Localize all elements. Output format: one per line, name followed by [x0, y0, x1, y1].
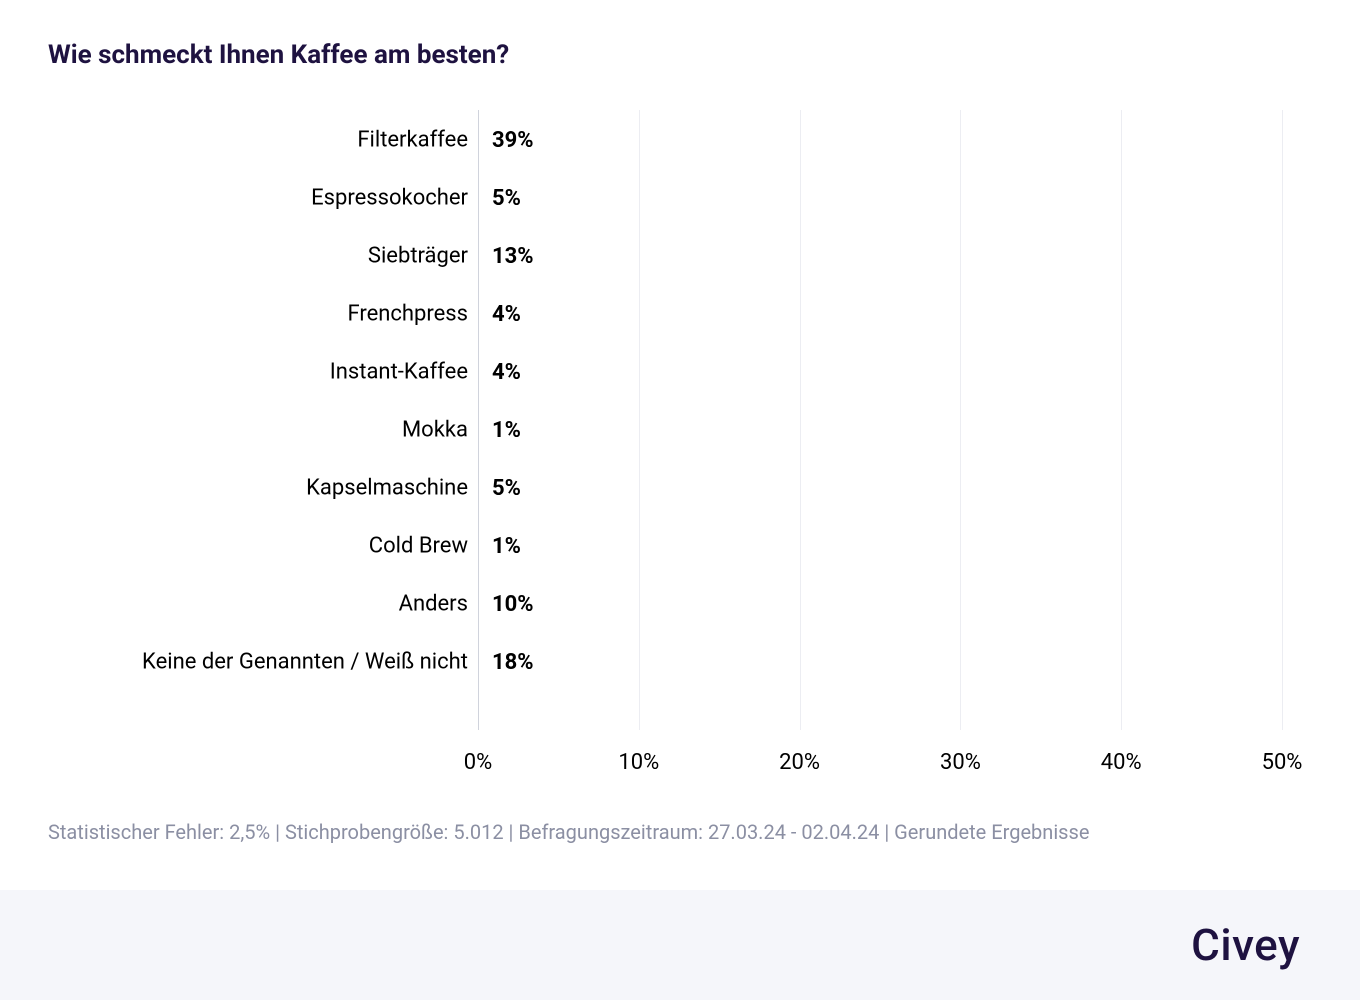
gridline — [960, 110, 961, 730]
x-axis-tick-label: 40% — [1101, 750, 1142, 775]
x-axis-tick-label: 30% — [940, 750, 981, 775]
bar-row: Anders10% — [478, 589, 534, 619]
brand-strip: Civey — [0, 890, 1360, 1000]
brand-logo-text: Civey — [1191, 919, 1300, 971]
bar-value-label: 1% — [492, 534, 521, 559]
y-axis-category-label: Keine der Genannten / Weiß nicht — [142, 650, 478, 675]
y-axis-category-label: Instant-Kaffee — [330, 360, 478, 385]
y-axis-category-label: Frenchpress — [347, 302, 478, 327]
bar-value-label: 5% — [492, 186, 521, 211]
gridline — [1121, 110, 1122, 730]
x-axis-tick-label: 20% — [779, 750, 820, 775]
y-axis-category-label: Mokka — [402, 418, 478, 443]
bar-row: Keine der Genannten / Weiß nicht18% — [478, 647, 534, 677]
chart-title: Wie schmeckt Ihnen Kaffee am besten? — [48, 40, 1312, 70]
gridline — [800, 110, 801, 730]
bar-value-label: 4% — [492, 302, 521, 327]
chart-card: Wie schmeckt Ihnen Kaffee am besten? Fil… — [0, 0, 1360, 1000]
x-axis-labels: 0%10%20%30%40%50% — [478, 740, 1282, 790]
bar-row: Mokka1% — [478, 415, 521, 445]
bar-row: Espressokocher5% — [478, 183, 521, 213]
y-axis-category-label: Siebträger — [368, 244, 478, 269]
bar-value-label: 10% — [492, 592, 534, 617]
chart-area: Filterkaffee39%Espressokocher5%Siebträge… — [48, 110, 1312, 790]
bar-row: Filterkaffee39% — [478, 125, 534, 155]
bar-row: Siebträger13% — [478, 241, 534, 271]
y-axis-category-label: Anders — [399, 592, 478, 617]
bar-row: Frenchpress4% — [478, 299, 521, 329]
bar-value-label: 18% — [492, 650, 534, 675]
x-axis-tick-label: 50% — [1262, 750, 1303, 775]
bar-row: Kapselmaschine5% — [478, 473, 521, 503]
chart-footer-note: Statistischer Fehler: 2,5% | Stichproben… — [48, 820, 1312, 844]
bar-value-label: 4% — [492, 360, 521, 385]
x-axis-tick-label: 10% — [618, 750, 659, 775]
x-axis-tick-label: 0% — [464, 750, 492, 775]
bar-value-label: 39% — [492, 128, 534, 153]
gridline — [639, 110, 640, 730]
bar-row: Instant-Kaffee4% — [478, 357, 521, 387]
chart-plot: Filterkaffee39% Espressokocher5% Siebträge… — [478, 110, 1282, 730]
y-axis-category-label: Kapselmaschine — [306, 476, 478, 501]
bar-row: Cold Brew1% — [478, 531, 521, 561]
bar-value-label: 1% — [492, 418, 521, 443]
y-axis-category-label: Filterkaffee — [357, 128, 478, 153]
y-axis-category-label: Cold Brew — [369, 534, 478, 559]
y-axis-category-label: Espressokocher — [311, 186, 478, 211]
bar-value-label: 13% — [492, 244, 534, 269]
gridline — [1282, 110, 1283, 730]
bar-value-label: 5% — [492, 476, 521, 501]
